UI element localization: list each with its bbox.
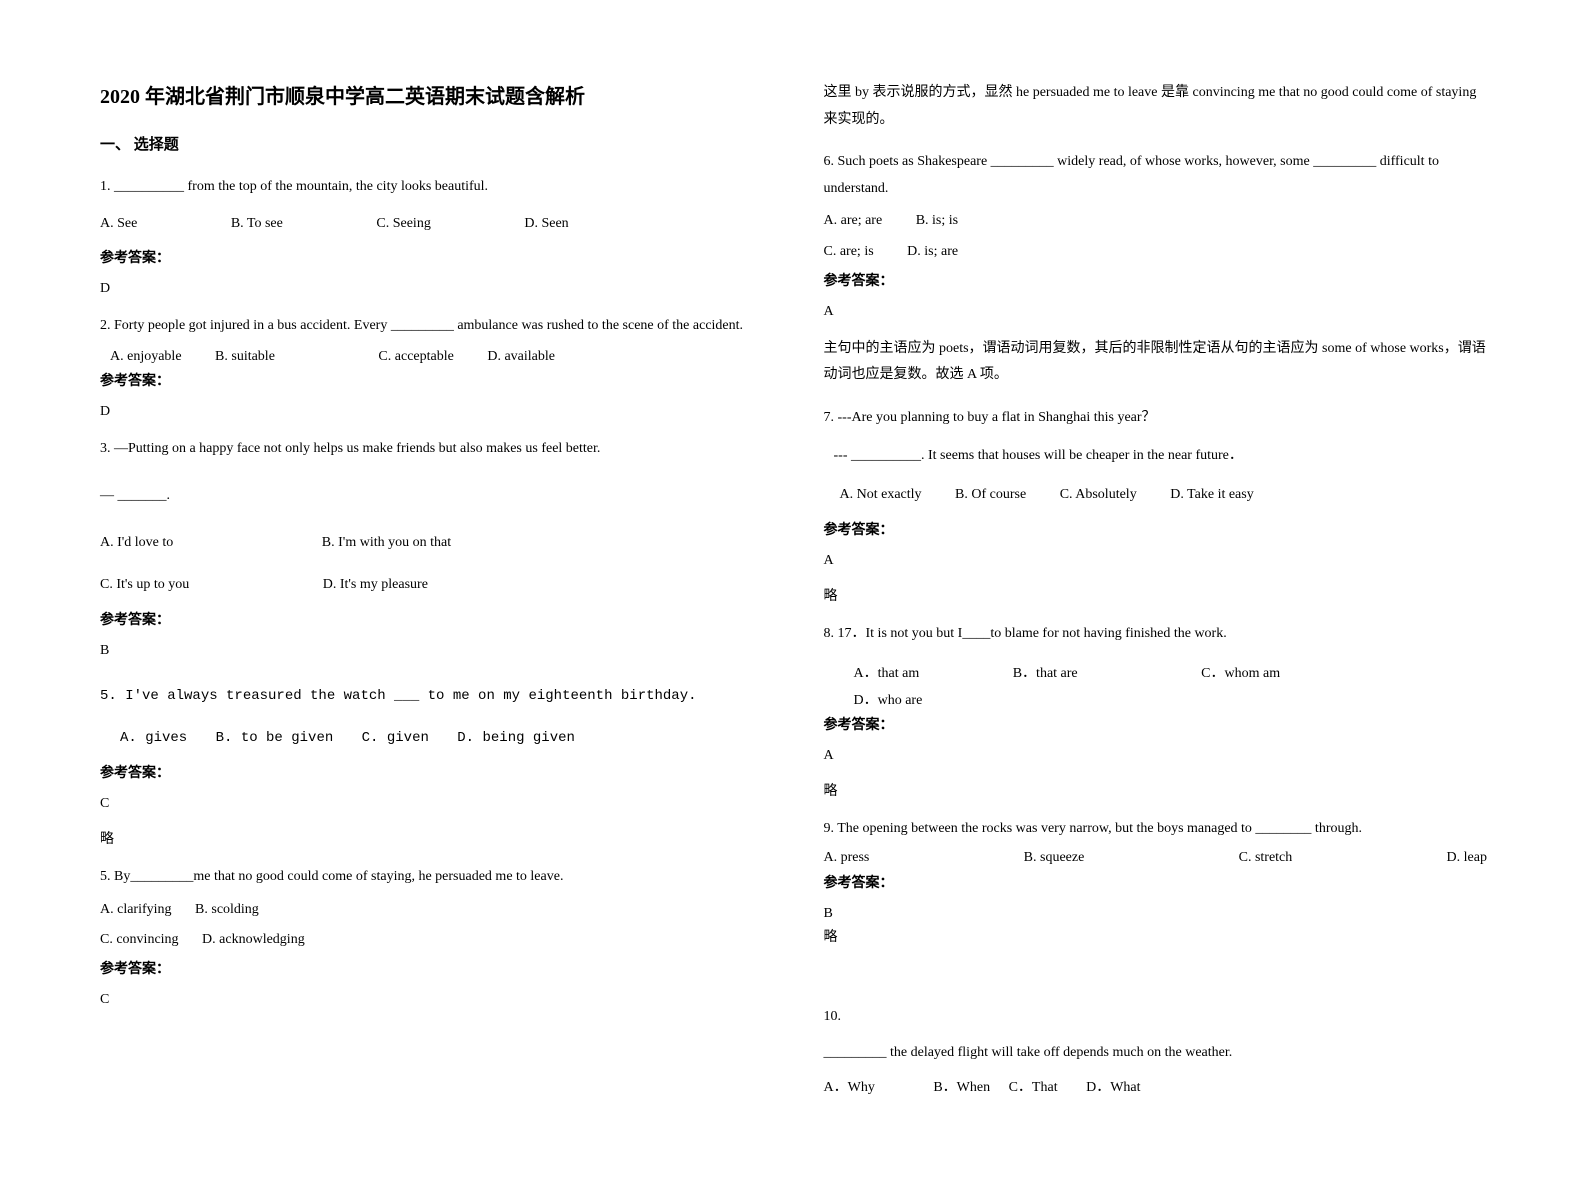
q6-option-a: A. are; are [824, 208, 883, 235]
q3-option-d: D. It's my pleasure [323, 572, 428, 599]
q8-option-c: C．whom am [1201, 661, 1280, 688]
q7-option-c: C. Absolutely [1060, 482, 1137, 509]
question-9: 9. The opening between the rocks was ver… [824, 816, 1488, 843]
question-4: 5. I've always treasured the watch ___ t… [100, 683, 764, 710]
question-6: 6. Such poets as Shakespeare _________ w… [824, 149, 1488, 202]
q5-option-b: B. scolding [195, 897, 259, 924]
q7-option-a: A. Not exactly [840, 482, 922, 509]
q6-explanation: 主句中的主语应为 poets，谓语动词用复数，其后的非限制性定语从句的主语应为 … [824, 336, 1488, 389]
question-7: 7. ---Are you planning to buy a flat in … [824, 405, 1488, 432]
q2-answer: D [100, 404, 764, 420]
q1-option-c: C. Seeing [376, 211, 430, 238]
question-3-line2: — _______. [100, 483, 764, 510]
question-6-options-row2: C. are; is D. is; are [824, 239, 1488, 266]
question-6-options-row1: A. are; are B. is; is [824, 208, 1488, 235]
q7-omit: 略 [824, 585, 1488, 605]
q5-option-a: A. clarifying [100, 897, 172, 924]
q3-option-a: A. I'd love to [100, 530, 173, 557]
q6-option-d: D. is; are [907, 239, 958, 266]
q4-option-b: B. to be given [216, 725, 334, 752]
q8-answer: A [824, 748, 1488, 764]
q6-option-b: B. is; is [916, 208, 958, 235]
question-2: 2. Forty people got injured in a bus acc… [100, 313, 764, 340]
answer-label: 参考答案： [100, 609, 764, 629]
q10-option-a: A．Why [824, 1075, 875, 1102]
q9-option-a: A. press [824, 845, 870, 872]
answer-label: 参考答案： [824, 872, 1488, 892]
q8-option-a: A．that am [854, 661, 920, 688]
q8-option-b: B．that are [1013, 661, 1078, 688]
question-5-options-row1: A. clarifying B. scolding [100, 897, 764, 924]
question-10-options: A．Why B．When C．That D．What [824, 1075, 1488, 1102]
answer-label: 参考答案： [824, 714, 1488, 734]
q10-option-d: D．What [1086, 1075, 1140, 1102]
q7-option-b: B. Of course [955, 482, 1026, 509]
q4-omit: 略 [100, 828, 764, 848]
q5-option-c: C. convincing [100, 927, 179, 954]
q4-option-d: D. being given [457, 725, 575, 752]
q8-option-d: D．who are [854, 688, 923, 715]
question-1-options: A. See B. To see C. Seeing D. Seen [100, 211, 764, 238]
q5-explanation: 这里 by 表示说服的方式，显然 he persuaded me to leav… [824, 80, 1488, 133]
question-3-options-row2: C. It's up to you D. It's my pleasure [100, 572, 764, 599]
question-1: 1. __________ from the top of the mounta… [100, 174, 764, 201]
q4-option-a: A. gives [120, 725, 187, 752]
question-10-number: 10. [824, 1004, 1488, 1031]
watermark-icon [824, 956, 1488, 984]
question-2-options: A. enjoyable B. suitable C. acceptable D… [100, 344, 764, 371]
question-3: 3. —Putting on a happy face not only hel… [100, 436, 764, 463]
question-3-options-row1: A. I'd love to B. I'm with you on that [100, 530, 764, 557]
question-8: 8. 17．It is not you but I____to blame fo… [824, 621, 1488, 648]
question-5: 5. By_________me that no good could come… [100, 864, 764, 891]
q7-option-d: D. Take it easy [1170, 482, 1254, 509]
q3-option-c: C. It's up to you [100, 572, 189, 599]
q4-option-c: C. given [362, 725, 429, 752]
question-7-options: A. Not exactly B. Of course C. Absolutel… [824, 482, 1488, 509]
answer-label: 参考答案： [100, 247, 764, 267]
answer-label: 参考答案： [100, 370, 764, 390]
answer-label: 参考答案： [824, 270, 1488, 290]
q6-option-c: C. are; is [824, 239, 874, 266]
q10-option-c: C．That [1009, 1075, 1058, 1102]
q1-option-d: D. Seen [524, 211, 568, 238]
q5-answer: C [100, 992, 764, 1008]
question-10-text: _________ the delayed flight will take o… [824, 1040, 1488, 1067]
q1-answer: D [100, 281, 764, 297]
q2-option-a: A. enjoyable [110, 344, 182, 371]
answer-label: 参考答案： [100, 958, 764, 978]
q9-option-d: D. leap [1447, 845, 1487, 872]
q1-option-a: A. See [100, 211, 137, 238]
q8-omit: 略 [824, 780, 1488, 800]
q5-option-d: D. acknowledging [202, 927, 305, 954]
q2-option-d: D. available [487, 344, 555, 371]
q9-answer: B [824, 906, 1488, 922]
q9-option-b: B. squeeze [1024, 845, 1085, 872]
q2-option-c: C. acceptable [378, 344, 453, 371]
question-5-options-row2: C. convincing D. acknowledging [100, 927, 764, 954]
question-7-line2: --- __________. It seems that houses wil… [824, 443, 1488, 470]
q3-option-b: B. I'm with you on that [322, 530, 451, 557]
q9-omit: 略 [824, 926, 1488, 946]
q3-answer: B [100, 643, 764, 659]
q1-option-b: B. To see [231, 211, 283, 238]
q4-answer: C [100, 796, 764, 812]
section-header: 一、 选择题 [100, 133, 764, 154]
question-9-options: A. press B. squeeze C. stretch D. leap [824, 845, 1488, 872]
answer-label: 参考答案： [100, 762, 764, 782]
q6-answer: A [824, 304, 1488, 320]
answer-label: 参考答案： [824, 519, 1488, 539]
question-4-options: A. gives B. to be given C. given D. bein… [100, 725, 764, 752]
q9-option-c: C. stretch [1239, 845, 1293, 872]
question-8-options: A．that am B．that are C．whom am D．who are [824, 661, 1488, 714]
q2-option-b: B. suitable [215, 344, 275, 371]
q7-answer: A [824, 553, 1488, 569]
document-title: 2020 年湖北省荆门市顺泉中学高二英语期末试题含解析 [100, 80, 764, 109]
right-column: 这里 by 表示说服的方式，显然 he persuaded me to leav… [824, 80, 1488, 1109]
q10-option-b: B．When [933, 1075, 990, 1102]
left-column: 2020 年湖北省荆门市顺泉中学高二英语期末试题含解析 一、 选择题 1. __… [100, 80, 764, 1109]
